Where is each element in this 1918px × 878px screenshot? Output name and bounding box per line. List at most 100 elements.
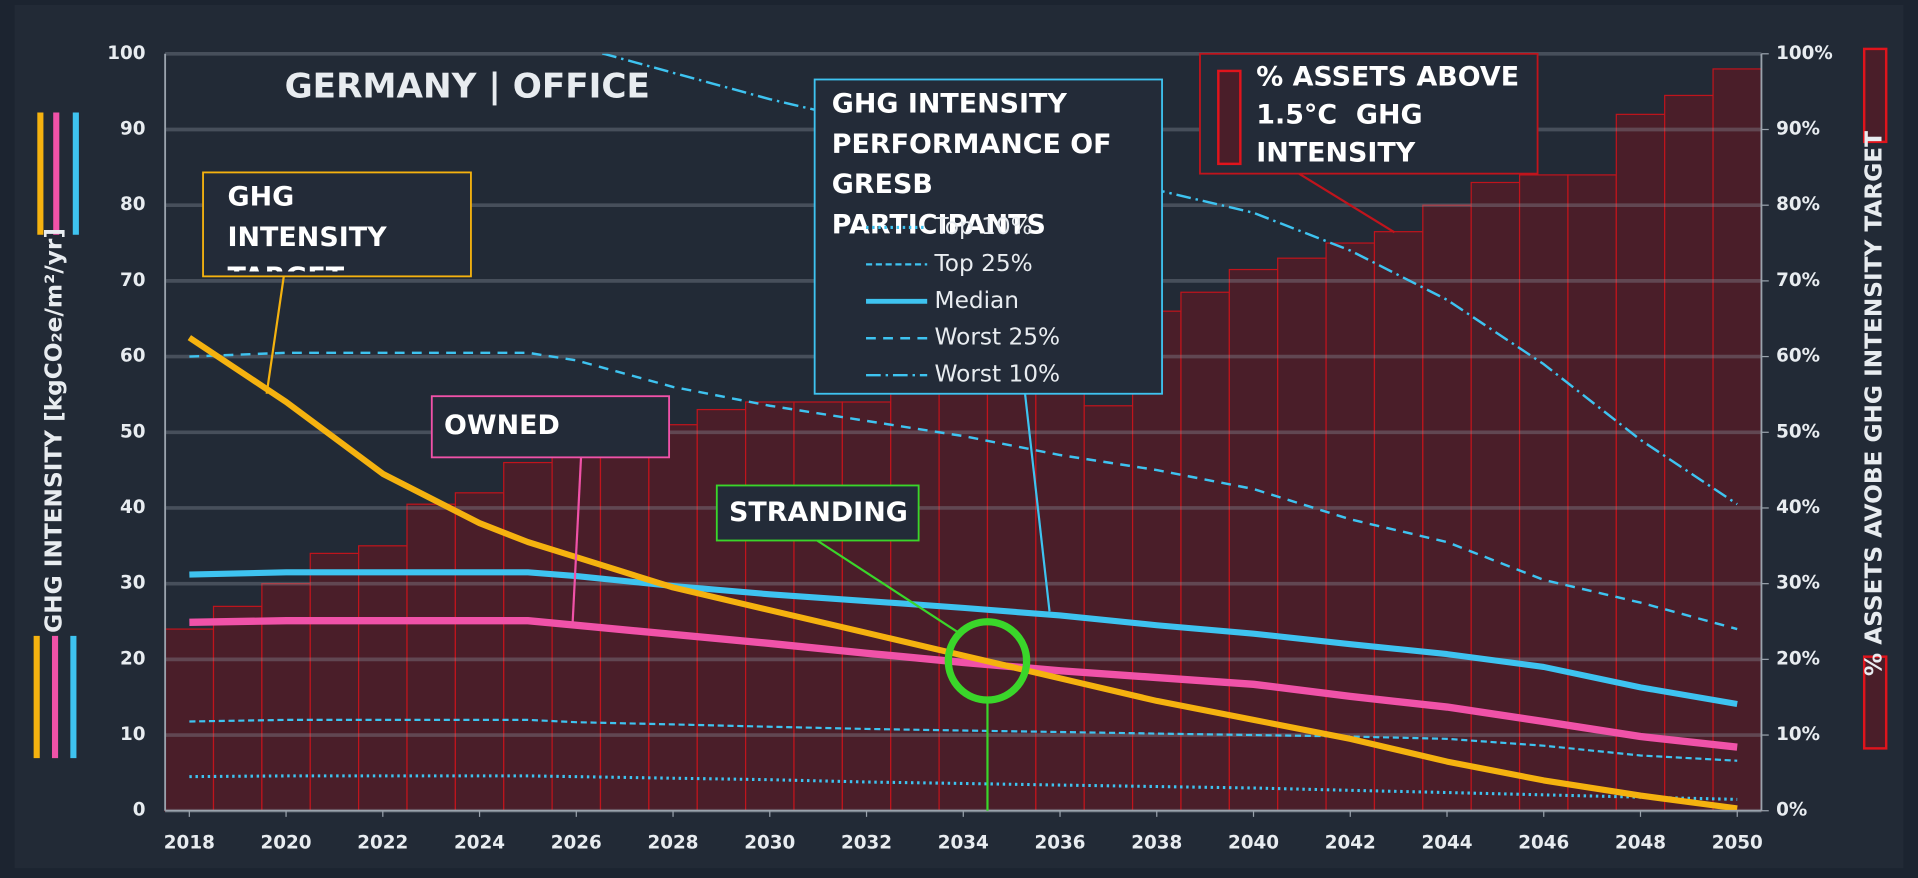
bar	[890, 386, 940, 812]
left-color-keys	[33, 112, 79, 759]
leader-line	[571, 457, 583, 627]
legend-box	[813, 78, 1163, 395]
bar	[793, 401, 843, 812]
legend-label: Top 10%	[934, 213, 1033, 240]
y-tick-label: 20	[120, 648, 146, 669]
x-tick-label: 2038	[1131, 833, 1182, 854]
y-tick-label: 0	[133, 800, 146, 821]
bar	[358, 545, 408, 812]
y2-tick-label: 30%	[1776, 573, 1820, 594]
bar	[841, 401, 892, 812]
bar	[309, 552, 360, 812]
line-series	[189, 351, 1738, 631]
y2-tick-label: 40%	[1776, 497, 1820, 518]
x-tick-label: 2030	[744, 833, 795, 854]
bar	[1615, 113, 1666, 812]
y2-tick-label: 80%	[1776, 194, 1820, 215]
bar	[938, 378, 989, 812]
target-callout-text: GHG INTENSITY TARGET OFFICE	[227, 182, 387, 271]
tick-layer: 01020304050607080901000%10%20%30%40%50%6…	[107, 43, 1832, 854]
y2-axis-label: % ASSETS AVOBE GHG INTENSITY TARGET	[1861, 131, 1888, 676]
leader-line	[816, 539, 962, 635]
bar	[1325, 242, 1376, 812]
bar	[1664, 94, 1714, 812]
bar	[1712, 68, 1763, 812]
line-series	[189, 718, 1738, 762]
y2-tick-label: 70%	[1776, 270, 1820, 291]
chart-title: GERMANY | OFFICE	[285, 67, 650, 107]
x-tick-label: 2040	[1228, 833, 1279, 854]
x-tick-label: 2024	[454, 833, 505, 854]
x-tick-label: 2044	[1421, 833, 1472, 854]
owned-callout-text-area: OWNED ASSET	[444, 411, 560, 442]
y-tick-label: 70	[120, 270, 146, 291]
x-tick-label: 2020	[261, 833, 312, 854]
x-tick-label: 2022	[357, 833, 408, 854]
x-tick-label: 2050	[1712, 833, 1763, 854]
bar	[212, 605, 263, 812]
target-callout-text-area: GHG INTENSITY TARGET OFFICE	[227, 182, 387, 271]
x-tick-label: 2032	[841, 833, 892, 854]
bar	[986, 378, 1037, 812]
bar	[1373, 231, 1424, 812]
bars-callout-box	[1199, 52, 1539, 175]
leader-line	[1023, 393, 1051, 612]
line-series	[189, 617, 1738, 751]
y-tick-label: 80	[120, 194, 146, 215]
y-tick-label: 90	[120, 119, 146, 140]
bars-callout-text-area: % ASSETS ABOVE 1.5°C GHG INTENSITY TARGE…	[1256, 62, 1520, 169]
bars-callout-text: % ASSETS ABOVE 1.5°C GHG INTENSITY TARGE…	[1256, 62, 1520, 169]
right-color-keys	[1862, 47, 1888, 750]
bar	[1470, 181, 1521, 812]
bar	[454, 492, 505, 812]
bar	[503, 461, 553, 812]
y2-tick-label: 10%	[1776, 724, 1820, 745]
leader-line	[265, 276, 285, 394]
legend-label: Median	[935, 287, 1019, 314]
x-tick-label: 2028	[648, 833, 699, 854]
x-tick-label: 2018	[164, 833, 215, 854]
y-tick-label: 50	[120, 421, 146, 442]
target-callout-box	[202, 171, 472, 278]
bar	[1567, 174, 1617, 812]
x-tick-label: 2048	[1615, 833, 1666, 854]
y2-tick-label: 50%	[1776, 421, 1820, 442]
y2-tick-label: 100%	[1776, 43, 1833, 64]
bar	[406, 503, 456, 812]
leader-line	[1298, 172, 1396, 234]
x-tick-label: 2046	[1518, 833, 1569, 854]
y-tick-label: 30	[120, 573, 146, 594]
x-tick-label: 2034	[938, 833, 989, 854]
line-series	[189, 774, 1738, 801]
legend-text-area: GHG INTENSITY PERFORMANCE OF GRESB PARTI…	[831, 89, 1112, 241]
stranding-marker	[944, 618, 1031, 704]
bar	[1083, 405, 1134, 812]
stranding-callout-text: STRANDING	[729, 497, 908, 529]
stranding-callout-box	[715, 484, 920, 542]
legend-label: Worst 25%	[935, 324, 1061, 351]
line-series	[187, 335, 1738, 811]
y-tick-label: 100	[107, 43, 145, 64]
x-tick-label: 2026	[551, 833, 602, 854]
y-tick-label: 40	[120, 497, 146, 518]
y2-tick-label: 20%	[1776, 648, 1820, 669]
y2-tick-label: 90%	[1776, 119, 1820, 140]
owned-callout-box	[430, 395, 671, 459]
legend-text: GHG INTENSITY PERFORMANCE OF GRESB PARTI…	[831, 89, 1112, 241]
bar	[164, 628, 215, 812]
legend-label: Top 25%	[934, 250, 1033, 277]
y-axis-label: GHG INTENSITY [kgCO₂e/m²/yr]	[41, 228, 68, 633]
y-tick-label: 60	[120, 346, 146, 367]
bar	[696, 408, 747, 812]
legend-label: Worst 10%	[935, 361, 1061, 388]
y2-tick-label: 0%	[1776, 800, 1807, 821]
bar	[1277, 257, 1327, 812]
stranding-callout-text-area: STRANDING	[729, 497, 908, 529]
bar	[1228, 268, 1279, 812]
x-tick-label: 2042	[1325, 833, 1376, 854]
bar	[648, 424, 698, 812]
x-tick-label: 2036	[1035, 833, 1086, 854]
bars-callout-swatch	[1217, 69, 1242, 166]
y2-tick-label: 60%	[1776, 346, 1820, 367]
